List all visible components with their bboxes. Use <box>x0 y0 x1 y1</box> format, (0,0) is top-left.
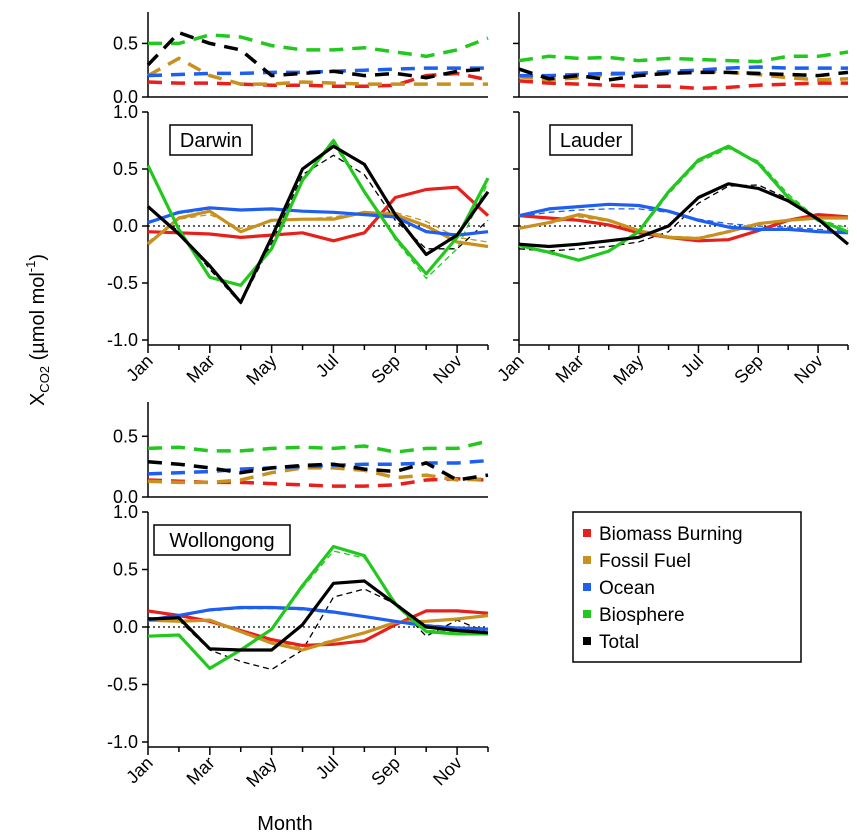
x-tick-label: May <box>242 351 280 389</box>
x-tick-label: Nov <box>429 351 466 388</box>
legend-swatch <box>583 637 591 645</box>
site-label: Wollongong <box>169 530 274 552</box>
anomaly-y-tick-label: 0.0 <box>113 617 138 637</box>
anomaly-alt-series-total <box>518 184 849 252</box>
legend-swatch <box>583 556 591 564</box>
x-tick-label: Mar <box>552 351 588 387</box>
x-tick-label: May <box>609 351 647 389</box>
y-axis-title-sub: CO2 <box>37 366 52 393</box>
anomaly-y-tick-label: 1.0 <box>113 502 138 522</box>
legend-label: Biomass Burning <box>599 524 743 545</box>
anomaly-series-total <box>518 182 850 249</box>
anomaly-y-tick-label: 1.0 <box>113 102 138 122</box>
y-axis-title: XCO2 (µmol mol-1) <box>23 254 52 406</box>
amplitude-series-total <box>147 460 489 482</box>
x-tick-label: Jul <box>677 351 707 381</box>
site-label-box <box>169 124 253 156</box>
legend-swatch <box>583 583 591 591</box>
anomaly-y-tick-label: 0.0 <box>113 216 138 236</box>
anomaly-series-ocean <box>147 206 489 237</box>
x-axis-title: Month <box>257 813 313 835</box>
x-tick-label: Mar <box>183 351 219 387</box>
legend-item-ocean: Ocean <box>583 578 655 599</box>
legend: Biomass Burning Fossil Fuel Ocean Biosphere… <box>572 511 802 663</box>
legend-label: Ocean <box>599 578 655 599</box>
y-axis-title-unit-close: ) <box>27 254 49 261</box>
legend-item-biomass-burning: Biomass Burning <box>583 524 743 545</box>
anomaly-series-ocean <box>518 202 849 235</box>
legend-item-biosphere: Biosphere <box>583 605 685 626</box>
anomaly-y-tick-label: -1.0 <box>107 732 138 752</box>
amplitude-series-fossil-fuel <box>147 466 489 485</box>
x-tick-label: Mar <box>183 753 219 789</box>
legend-item-total: Total <box>583 632 639 653</box>
legend-swatch <box>583 529 591 537</box>
amplitude-y-tick-label: 0.0 <box>113 487 138 507</box>
y-axis-title-main: X <box>27 393 49 406</box>
amplitude-y-tick-label: 0.5 <box>113 33 138 53</box>
anomaly-series-fossil-fuel <box>146 209 489 249</box>
x-tick-label: Jul <box>312 351 342 381</box>
anomaly-alt-series-biosphere <box>147 142 489 287</box>
anomaly-y-tick-label: 0.5 <box>113 159 138 179</box>
anomaly-alt-series-fossil-fuel <box>518 216 848 239</box>
legend-box <box>572 511 802 663</box>
amplitude-series-total <box>518 67 849 82</box>
anomaly-series-total <box>146 144 490 304</box>
axis-titles: Month XCO2 (µmol mol-1) <box>23 254 313 835</box>
legend-label: Biosphere <box>599 605 685 626</box>
site-label-box <box>549 124 633 156</box>
anomaly-alt-series-total <box>147 154 489 305</box>
x-tick-label: Sep <box>730 351 767 388</box>
x-tick-label: Nov <box>429 753 466 790</box>
legend-swatch <box>583 610 591 618</box>
x-tick-label: May <box>242 753 280 791</box>
amplitude-series-biosphere <box>147 439 489 454</box>
amplitude-series-biomass-burning <box>518 79 848 91</box>
amplitude-series-biosphere <box>148 33 489 59</box>
anomaly-series-biomass-burning <box>147 185 490 243</box>
x-tick-label: Jan <box>122 351 157 386</box>
anomaly-series-fossil-fuel <box>518 213 848 241</box>
y-axis-title-unit-sup: -1 <box>23 261 38 273</box>
anomaly-y-tick-label: -0.5 <box>107 273 138 293</box>
amplitude-series-biosphere <box>518 50 849 64</box>
anomaly-y-tick-label: -1.0 <box>107 330 138 350</box>
amplitude-series-total <box>146 30 489 80</box>
site-label: Lauder <box>560 130 623 152</box>
anomaly-y-tick-label: -0.5 <box>107 675 138 695</box>
y-axis-title-unit: (µmol mol <box>27 272 49 366</box>
site-label-box <box>153 524 291 556</box>
x-tick-label: Sep <box>367 351 404 388</box>
anomaly-series-biosphere <box>518 144 849 262</box>
panel-lauder: Jan Mar May Jul Sep Nov Lauder <box>493 12 850 389</box>
x-tick-label: Jan <box>493 351 528 386</box>
legend-item-fossil-fuel: Fossil Fuel <box>583 551 691 572</box>
anomaly-y-tick-label: 0.5 <box>113 560 138 580</box>
x-tick-label: Jan <box>122 753 157 788</box>
site-label: Darwin <box>180 130 242 152</box>
anomaly-series-biosphere <box>147 544 488 671</box>
legend-label: Total <box>599 632 639 653</box>
x-tick-label: Nov <box>790 351 827 388</box>
anomaly-series-total <box>147 579 489 652</box>
anomaly-series-fossil-fuel <box>147 613 489 652</box>
x-tick-label: Sep <box>367 753 404 790</box>
legend-label: Fossil Fuel <box>599 551 691 572</box>
x-tick-label: Jul <box>312 753 342 783</box>
anomaly-series-biosphere <box>146 138 490 287</box>
amplitude-y-tick-label: 0.5 <box>113 426 138 446</box>
amplitude-y-tick-label: 0.0 <box>113 87 138 107</box>
